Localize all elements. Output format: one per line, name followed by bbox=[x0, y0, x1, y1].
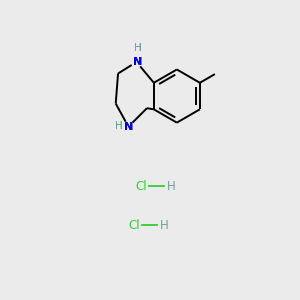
Text: Cl: Cl bbox=[128, 219, 140, 232]
Text: H: H bbox=[134, 43, 142, 53]
Text: N: N bbox=[133, 57, 142, 67]
Text: H: H bbox=[115, 121, 123, 130]
Circle shape bbox=[123, 122, 134, 132]
Text: Cl: Cl bbox=[135, 180, 147, 193]
Text: H: H bbox=[160, 219, 168, 232]
Text: N: N bbox=[124, 122, 133, 132]
Text: N: N bbox=[124, 122, 133, 132]
Text: H: H bbox=[167, 180, 175, 193]
Text: H: H bbox=[134, 43, 142, 53]
Text: N: N bbox=[133, 57, 142, 67]
Circle shape bbox=[131, 57, 142, 67]
Text: H: H bbox=[115, 121, 123, 130]
